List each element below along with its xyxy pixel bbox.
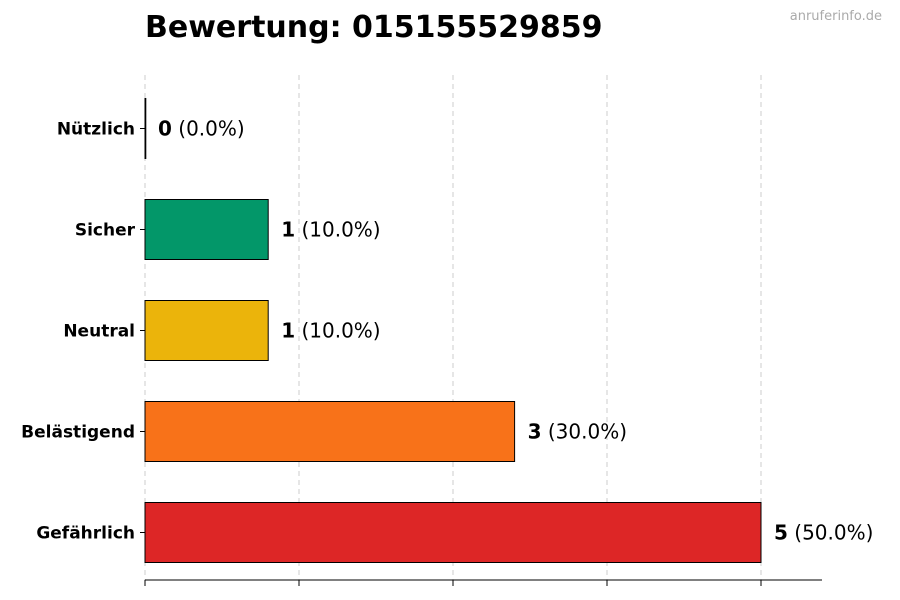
- category-labels: Nützlich Sicher Neutral Belästigend Gefährli…: [21, 120, 135, 544]
- value-labels: 0 (0.0%)1 (10.0%)1 (10.0%)3 (30.0%)5 (50…: [158, 117, 873, 545]
- value-count: 5: [774, 521, 788, 545]
- value-label: 1 (10.0%): [281, 319, 380, 343]
- value-label: 0 (0.0%): [158, 117, 245, 141]
- value-count: 3: [528, 420, 542, 444]
- category-label: Nützlich: [57, 120, 135, 140]
- bar: [144, 300, 269, 361]
- value-label: 1 (10.0%): [281, 218, 380, 242]
- x-axis: [140, 128, 822, 586]
- value-count: 0: [158, 117, 172, 141]
- bar: [144, 401, 516, 462]
- value-count: 1: [281, 319, 295, 343]
- category-label: Neutral: [63, 322, 135, 342]
- bar: [144, 199, 269, 260]
- value-percent: (0.0%): [172, 117, 245, 141]
- chart-title: Bewertung: 015155529859: [145, 10, 603, 45]
- category-label: Gefährlich: [36, 524, 135, 544]
- value-count: 1: [281, 218, 295, 242]
- category-label: Belästigend: [21, 423, 135, 443]
- value-label: 5 (50.0%): [774, 521, 873, 545]
- bar: [144, 502, 762, 563]
- category-label: Sicher: [75, 221, 136, 241]
- bars: [144, 98, 762, 563]
- value-percent: (50.0%): [788, 521, 874, 545]
- watermark: anruferinfo.de: [789, 9, 882, 24]
- value-label: 3 (30.0%): [528, 420, 627, 444]
- bar: [144, 98, 147, 159]
- value-percent: (10.0%): [295, 319, 381, 343]
- value-percent: (30.0%): [542, 420, 628, 444]
- value-percent: (10.0%): [295, 218, 381, 242]
